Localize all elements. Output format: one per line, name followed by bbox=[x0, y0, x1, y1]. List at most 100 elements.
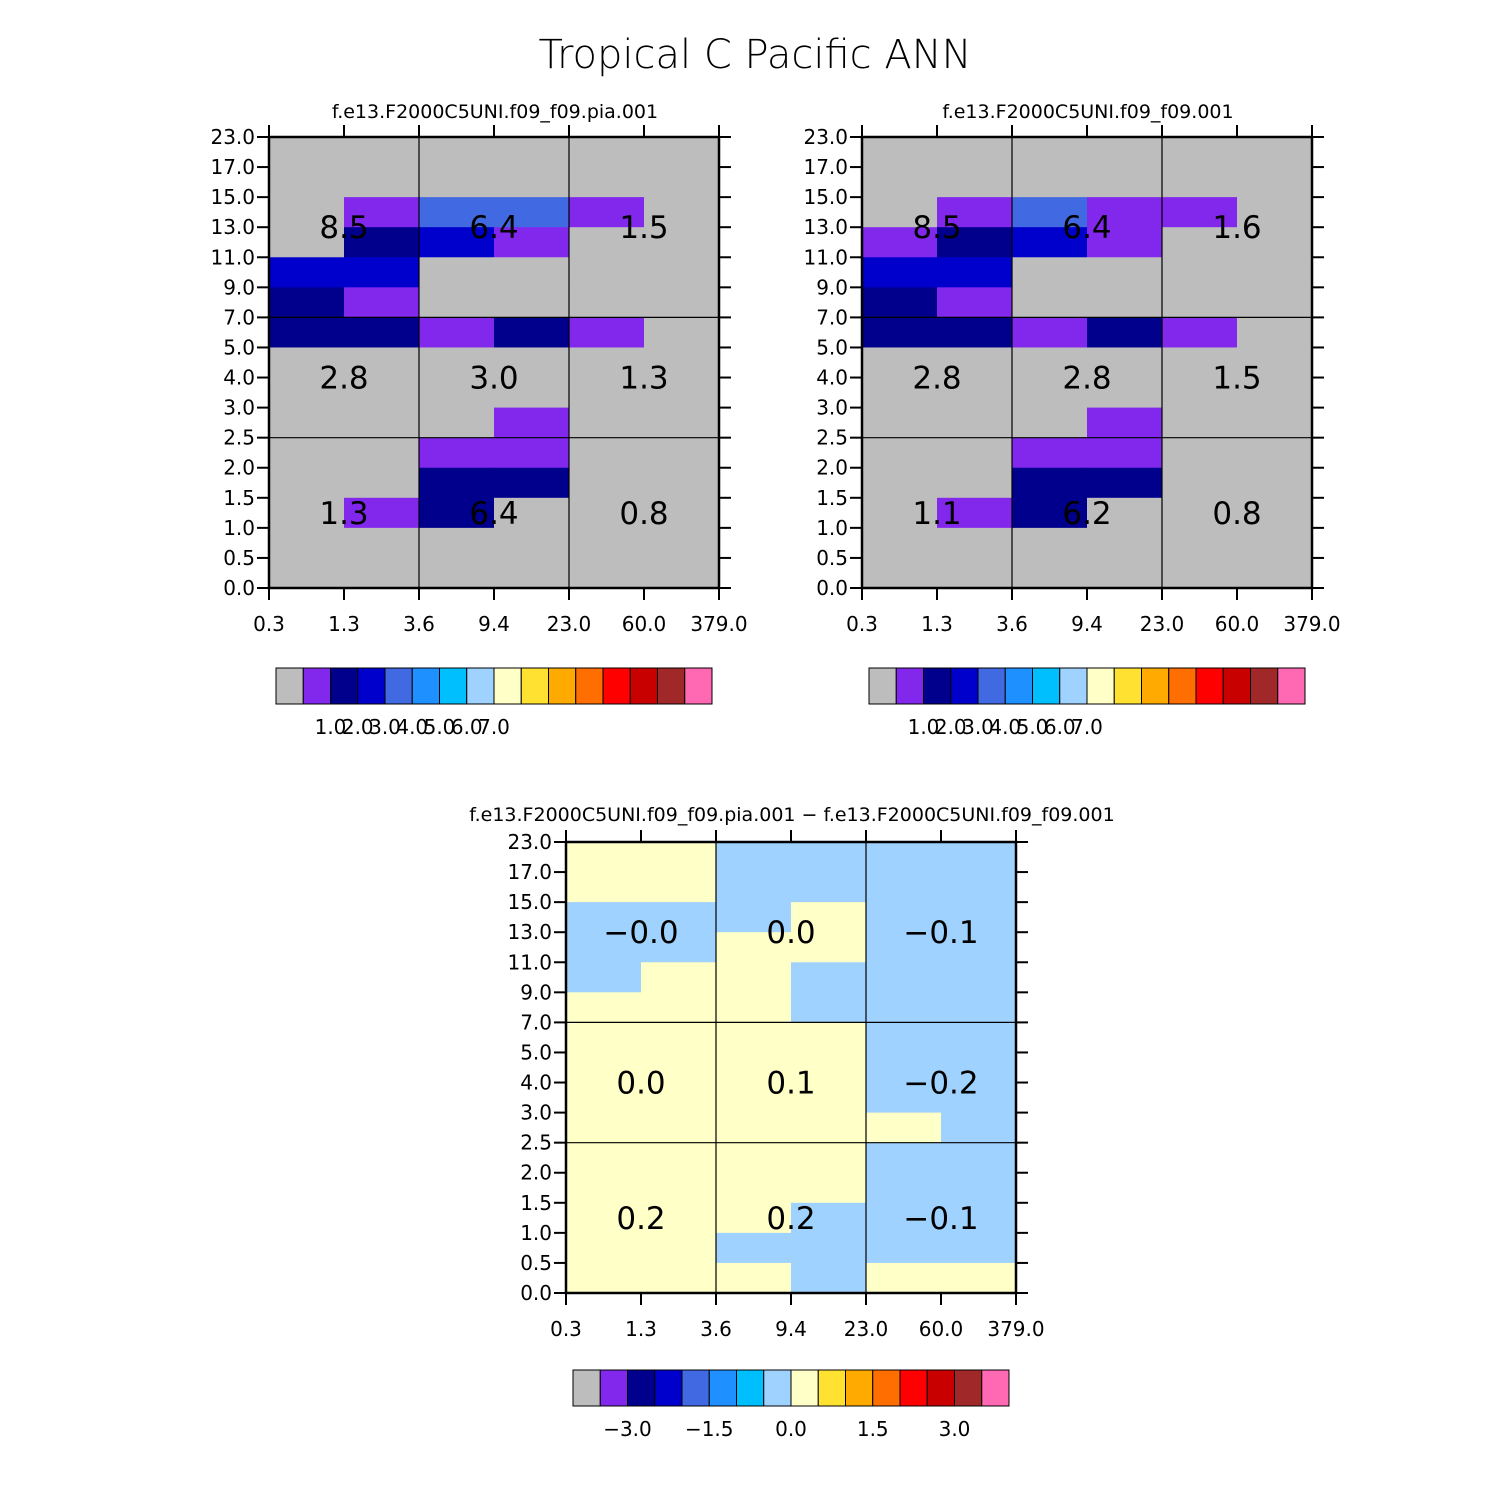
heatmap-cell bbox=[566, 872, 642, 903]
heatmap-cell bbox=[716, 842, 792, 873]
y-tick-label: 11.0 bbox=[210, 245, 255, 269]
heatmap-cell bbox=[716, 1022, 792, 1054]
y-tick-label: 2.0 bbox=[223, 456, 255, 480]
panel-1: 8.5 6.4 1.5 2.8 3.0 1.3 1.3 6.4 0.8 0.0 0.5 1.0 1.5 2… bbox=[210, 125, 748, 739]
heatmap-cell bbox=[862, 317, 938, 349]
y-tick-label: 1.0 bbox=[816, 516, 848, 540]
y-tick-label: 0.0 bbox=[520, 1281, 552, 1305]
y-tick-label: 13.0 bbox=[507, 920, 552, 944]
colorbar-label: 4.0 bbox=[396, 715, 428, 739]
heatmap-cell bbox=[1012, 467, 1088, 499]
heatmap-cell bbox=[344, 557, 420, 589]
heatmap-cell bbox=[644, 527, 720, 559]
heatmap-cell bbox=[569, 527, 645, 559]
heatmap-cell bbox=[269, 227, 345, 258]
heatmap-cell bbox=[716, 1142, 792, 1174]
colorbar-box bbox=[1141, 667, 1170, 705]
heatmap-cell bbox=[344, 407, 420, 439]
colorbar-box bbox=[845, 1369, 874, 1407]
heatmap-cell bbox=[641, 1202, 717, 1234]
heatmap-cell bbox=[1012, 347, 1088, 379]
heatmap-cell bbox=[494, 497, 570, 529]
heatmap-cell bbox=[866, 842, 942, 873]
colorbar-box bbox=[817, 1369, 846, 1407]
heatmap-cell bbox=[419, 197, 495, 228]
colorbar-box bbox=[357, 667, 386, 705]
heatmap-cell bbox=[344, 437, 420, 469]
y-tick-label: 9.0 bbox=[520, 980, 552, 1004]
colorbar-box bbox=[1113, 667, 1142, 705]
region-value-label: 6.4 bbox=[1062, 210, 1111, 246]
heatmap-cell bbox=[937, 557, 1013, 589]
heatmap-cell bbox=[1012, 497, 1088, 529]
heatmap-cell bbox=[569, 467, 645, 499]
heatmap-cell bbox=[941, 1262, 1017, 1294]
y-tick-label: 4.0 bbox=[520, 1071, 552, 1095]
colorbar-label: 3.0 bbox=[369, 715, 401, 739]
y-tick-label: 9.0 bbox=[223, 275, 255, 299]
heatmap-cell bbox=[1162, 437, 1238, 469]
heatmap-cell bbox=[419, 467, 495, 499]
heatmap-cell bbox=[1237, 527, 1313, 559]
heatmap-cell bbox=[494, 317, 570, 349]
heatmap-cell bbox=[1012, 437, 1088, 469]
heatmap-cell bbox=[269, 407, 345, 439]
heatmap-cell bbox=[566, 1022, 642, 1054]
x-tick-label: 379.0 bbox=[1283, 612, 1340, 636]
x-tick-label: 60.0 bbox=[622, 612, 667, 636]
y-tick-label: 0.5 bbox=[223, 546, 255, 570]
heatmap-cell bbox=[644, 317, 720, 349]
heatmap-cell bbox=[344, 287, 420, 318]
heatmap-cell bbox=[644, 407, 720, 439]
y-tick-label: 5.0 bbox=[223, 335, 255, 359]
region-value-label: 0.0 bbox=[616, 1066, 665, 1102]
heatmap-cell bbox=[641, 902, 717, 933]
x-tick-label: 23.0 bbox=[844, 1317, 889, 1341]
heatmap-cell bbox=[419, 407, 495, 439]
y-tick-label: 3.0 bbox=[223, 396, 255, 420]
heatmap-cell bbox=[1162, 497, 1238, 529]
heatmap-cell bbox=[569, 557, 645, 589]
colorbar-label: 7.0 bbox=[1071, 715, 1103, 739]
colorbar-box bbox=[923, 667, 952, 705]
heatmap-cell bbox=[1012, 527, 1088, 559]
colorbar-box bbox=[1004, 667, 1033, 705]
heatmap-cell bbox=[941, 1142, 1017, 1174]
heatmap-cell bbox=[791, 1112, 867, 1144]
heatmap-cell bbox=[344, 497, 420, 529]
heatmap-cell bbox=[641, 932, 717, 963]
heatmap-cell bbox=[566, 1082, 642, 1114]
heatmap-cell bbox=[269, 287, 345, 318]
y-tick-label: 4.0 bbox=[223, 366, 255, 390]
heatmap-cell bbox=[866, 992, 942, 1023]
heatmap-cell bbox=[1012, 227, 1088, 258]
heatmap-cell bbox=[269, 257, 345, 288]
colorbar-box bbox=[275, 667, 304, 705]
region-value-label: 1.5 bbox=[619, 210, 668, 246]
y-tick-label: 11.0 bbox=[507, 950, 552, 974]
colorbar-box bbox=[1222, 667, 1251, 705]
region-value-label: 1.1 bbox=[912, 496, 961, 532]
heatmap-cell bbox=[1012, 287, 1088, 318]
y-tick-label: 0.0 bbox=[223, 576, 255, 600]
colorbar-label: 5.0 bbox=[424, 715, 456, 739]
colorbar-box bbox=[763, 1369, 792, 1407]
heatmap-cell bbox=[862, 167, 938, 198]
heatmap-cell bbox=[566, 932, 642, 963]
heatmap-cell bbox=[494, 467, 570, 499]
heatmap-cell bbox=[791, 1052, 867, 1084]
heatmap-cell bbox=[941, 842, 1017, 873]
heatmap-cell bbox=[937, 347, 1013, 379]
y-tick-label: 13.0 bbox=[210, 215, 255, 239]
heatmap-cell bbox=[419, 527, 495, 559]
colorbar-box bbox=[627, 1369, 656, 1407]
y-tick-label: 0.5 bbox=[816, 546, 848, 570]
heatmap-cell bbox=[862, 527, 938, 559]
region-value-label: 2.8 bbox=[319, 361, 368, 397]
heatmap-cell bbox=[269, 347, 345, 379]
heatmap-cell bbox=[941, 902, 1017, 933]
colorbar-box bbox=[868, 667, 897, 705]
y-tick-label: 1.5 bbox=[816, 486, 848, 510]
x-tick-label: 3.6 bbox=[403, 612, 435, 636]
heatmap-cell bbox=[566, 1172, 642, 1204]
